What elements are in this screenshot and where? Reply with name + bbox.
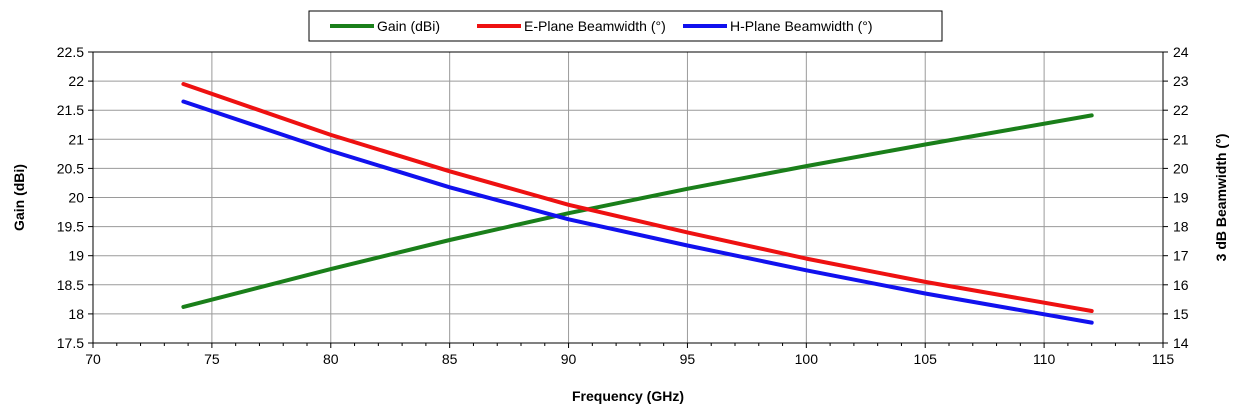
x-tick-label: 75: [204, 351, 220, 367]
series-layer: [181, 82, 1094, 325]
y-tick-label: 21.5: [57, 102, 84, 118]
grid: [93, 52, 1163, 343]
y-tick-label: 20.5: [57, 160, 84, 176]
x-tick-label: 100: [795, 351, 819, 367]
y2-tick-label: 14: [1173, 335, 1189, 351]
y-tick-label: 18: [68, 306, 84, 322]
y2-tick-label: 19: [1173, 190, 1189, 206]
x-tick-label: 110: [1033, 351, 1056, 367]
legend-box: [308, 10, 943, 42]
y-tick-label: 19: [68, 248, 84, 264]
x-tick-label: 90: [561, 351, 577, 367]
x-tick-label: 80: [323, 351, 339, 367]
x-tick-label: 105: [914, 351, 938, 367]
x-tick-label: 85: [442, 351, 458, 367]
y2-tick-label: 17: [1173, 248, 1189, 264]
y-tick-label: 18.5: [57, 277, 84, 293]
axes: 70 75 80 85 90 95 100 105 110 115 17.5 18 18.5 19 19.5…: [57, 44, 1189, 367]
y-tick-label: 20: [68, 190, 84, 206]
y-tick-label: 21: [68, 131, 84, 147]
y2-tick-label: 15: [1173, 306, 1189, 322]
y2-tick-label: 24: [1173, 44, 1189, 60]
y2-tick-label: 23: [1173, 73, 1189, 89]
x-tick-label: 95: [680, 351, 696, 367]
y-tick-label: 22: [68, 73, 84, 89]
y-axis-title: Gain (dBi): [11, 164, 27, 231]
y2-tick-label: 16: [1173, 277, 1189, 293]
series-line-2: [181, 82, 1094, 313]
x-tick-label: 70: [85, 351, 101, 367]
y-tick-label: 22.5: [57, 44, 84, 60]
y2-tick-label: 21: [1173, 131, 1189, 147]
y2-axis-title: 3 dB Beamwidth (°): [1213, 134, 1229, 262]
legend: Gain (dBi) E-Plane Beamwidth (°) H-Plane B…: [308, 10, 943, 42]
y-tick-label: 17.5: [57, 335, 84, 351]
y2-tick-label: 20: [1173, 160, 1189, 176]
legend-entry-3: H-Plane Beamwidth (°): [730, 18, 873, 34]
y-tick-label: 19.5: [57, 219, 84, 235]
y2-tick-label: 18: [1173, 219, 1189, 235]
x-axis-title: Frequency (GHz): [572, 388, 684, 404]
series-line-1: [181, 113, 1094, 309]
y2-tick-label: 22: [1173, 102, 1189, 118]
series-line-3: [181, 99, 1094, 325]
legend-entry-1: Gain (dBi): [377, 18, 440, 34]
x-tick-label: 115: [1152, 351, 1175, 367]
legend-entry-2: E-Plane Beamwidth (°): [524, 18, 666, 34]
